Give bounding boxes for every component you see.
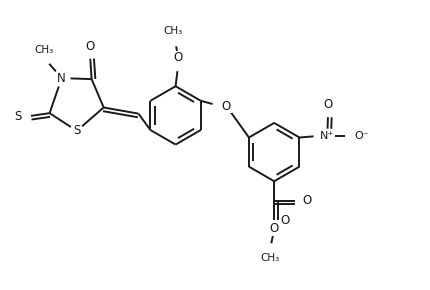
Text: CH₃: CH₃ — [34, 45, 53, 55]
Text: O: O — [174, 51, 183, 64]
Text: O⁻: O⁻ — [354, 131, 369, 141]
Text: O: O — [85, 40, 95, 53]
Text: N⁺: N⁺ — [320, 131, 335, 141]
Text: S: S — [15, 110, 22, 123]
Text: O: O — [323, 98, 333, 111]
Text: O: O — [303, 194, 312, 207]
Text: CH₃: CH₃ — [260, 253, 280, 263]
Text: N: N — [57, 72, 66, 85]
Text: CH₃: CH₃ — [163, 26, 183, 36]
Text: O: O — [280, 214, 289, 226]
Text: O: O — [270, 222, 279, 235]
Text: S: S — [73, 124, 80, 137]
Text: O: O — [222, 100, 231, 113]
